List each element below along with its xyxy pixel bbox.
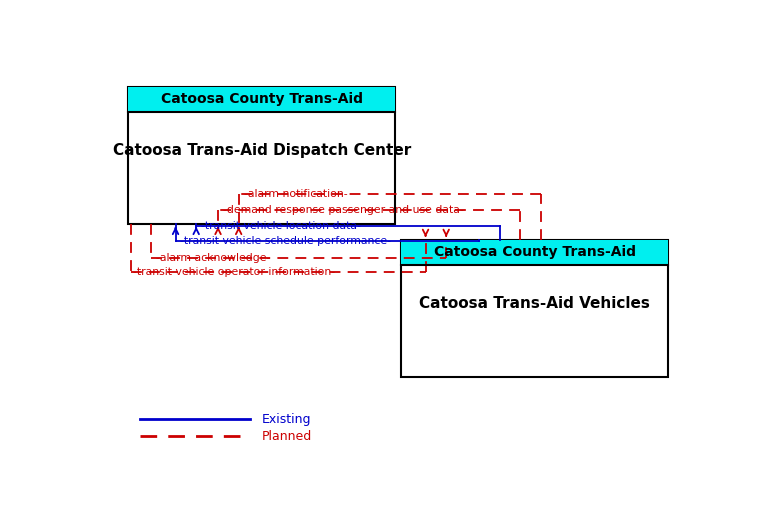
- Text: Catoosa County Trans-Aid: Catoosa County Trans-Aid: [161, 92, 363, 106]
- Bar: [128, 87, 395, 111]
- Bar: [128, 87, 395, 224]
- Text: -alarm acknowledge-: -alarm acknowledge-: [156, 253, 270, 263]
- Bar: [402, 240, 669, 377]
- Text: Existing: Existing: [262, 413, 311, 426]
- Text: -transit vehicle operator information-: -transit vehicle operator information-: [133, 267, 335, 277]
- Text: -transit vehicle schedule performance-: -transit vehicle schedule performance-: [180, 236, 392, 246]
- Text: -demand response passenger and use data-: -demand response passenger and use data-: [223, 205, 464, 215]
- Text: Planned: Planned: [262, 430, 312, 443]
- Text: Catoosa Trans-Aid Vehicles: Catoosa Trans-Aid Vehicles: [420, 297, 650, 311]
- Text: Catoosa County Trans-Aid: Catoosa County Trans-Aid: [434, 245, 636, 259]
- Text: Catoosa Trans-Aid Dispatch Center: Catoosa Trans-Aid Dispatch Center: [113, 143, 411, 158]
- Text: -alarm notification-: -alarm notification-: [244, 189, 347, 199]
- Text: -transit vehicle location data-: -transit vehicle location data-: [201, 221, 361, 231]
- Bar: [402, 240, 669, 265]
